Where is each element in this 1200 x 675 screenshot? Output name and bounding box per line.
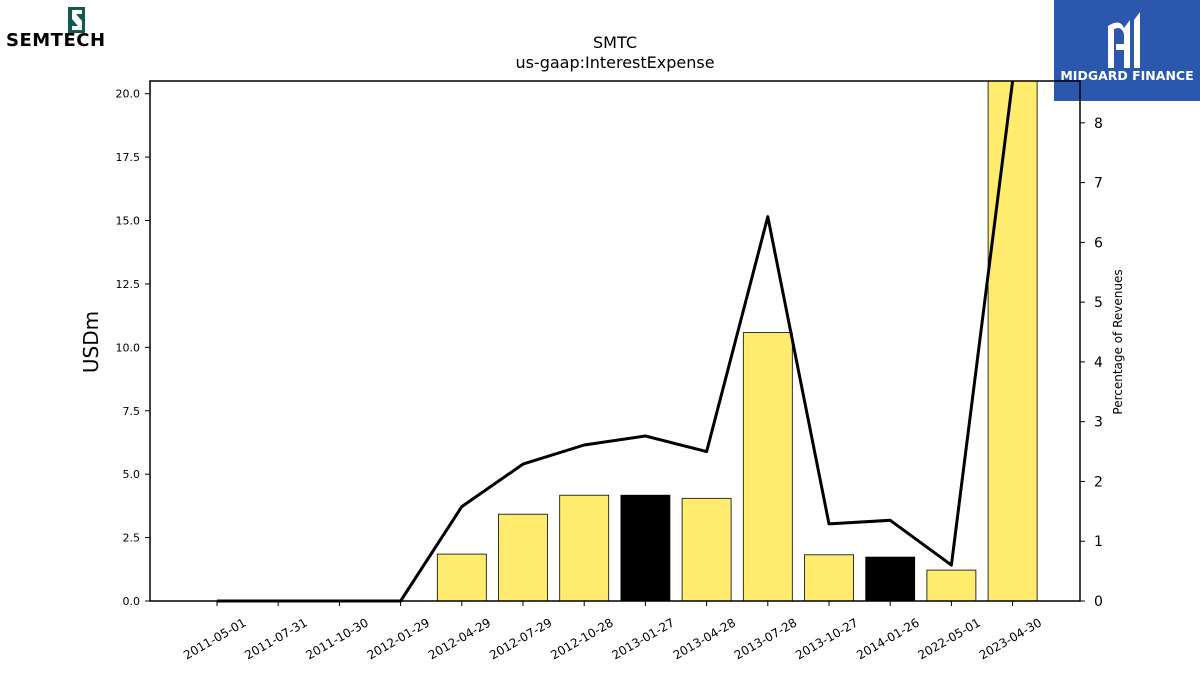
sponsor-logo: MIDGARD FINANCE: [1054, 0, 1200, 101]
x-tick-label: 2011-10-30: [303, 615, 370, 662]
x-tick-label: 2013-07-28: [732, 615, 799, 662]
x-tick-label: 2011-05-01: [181, 615, 248, 662]
y-tick-label: 20.0: [116, 88, 141, 101]
x-tick-label: 2012-01-29: [365, 615, 432, 662]
bar-2022-05-01: [926, 569, 977, 602]
line-layer: [217, 80, 1015, 603]
revenue-percentage-line: [217, 80, 1015, 603]
y2-tick-label: 1: [1094, 534, 1103, 550]
y-tick-label: 5.0: [123, 468, 141, 481]
x-tick-label: 2012-04-29: [426, 615, 493, 662]
y2-tick-label: 6: [1094, 235, 1103, 251]
x-tick-label: 2012-07-29: [487, 615, 554, 662]
company-logo-mark: [68, 7, 85, 33]
y-tick-label: 7.5: [123, 405, 141, 418]
y-tick-label: 15.0: [116, 215, 141, 228]
y2-tick-label: 0: [1094, 594, 1103, 610]
x-tick-label: 2013-04-28: [671, 615, 738, 662]
chart-title: SMTC: [593, 33, 637, 52]
bar-2013-04-28: [681, 497, 732, 602]
x-tick-label: 2012-10-28: [548, 615, 615, 662]
company-wordmark: SEMTECH: [6, 30, 106, 51]
chart-subtitle: us-gaap:InterestExpense: [515, 53, 714, 72]
x-tick-label: 2013-01-27: [609, 615, 676, 662]
y2-tick-label: 3: [1094, 415, 1103, 431]
y-right-axis: 0 1 2 3 4 5 6 7 8: [1080, 116, 1103, 610]
y2-tick-label: 7: [1094, 176, 1103, 192]
bar-2013-01-27: [620, 494, 671, 602]
x-tick-label: 2013-10-27: [793, 615, 860, 662]
bar-2012-07-29: [498, 513, 548, 602]
bar-2013-07-28: [742, 332, 793, 602]
sponsor-logo-mark: [1108, 12, 1140, 68]
y-tick-label: 0.0: [123, 595, 141, 608]
y-tick-label: 10.0: [116, 341, 141, 354]
plot-frame: [149, 80, 1081, 602]
company-logo: SEMTECH: [6, 6, 146, 51]
y2-tick-label: 8: [1094, 116, 1103, 132]
y2-axis-label: Percentage of Revenues: [1111, 269, 1125, 414]
y-tick-label: 17.5: [116, 151, 141, 164]
bar-2012-04-29: [436, 553, 487, 602]
x-tick-label: 2023-04-30: [977, 615, 1044, 662]
bar-2012-10-28: [559, 494, 610, 602]
bar-2013-10-27: [804, 554, 854, 602]
y2-tick-label: 4: [1094, 355, 1103, 371]
sponsor-name: MIDGARD FINANCE: [1060, 68, 1194, 83]
x-axis: 2011-05-012011-07-312011-10-302012-01-29…: [181, 601, 1044, 662]
x-tick-label: 2011-07-31: [242, 615, 309, 662]
x-tick-label: 2014-01-26: [854, 615, 921, 662]
y-tick-label: 2.5: [123, 532, 141, 545]
y2-tick-label: 5: [1094, 295, 1103, 311]
bar-2014-01-26: [865, 556, 916, 602]
x-tick-label: 2022-05-01: [915, 615, 982, 662]
y-left-axis: 0.0 2.5 5.0 7.5 10.0 12.5 15.0 17.5 20.0: [116, 88, 150, 608]
bars-layer: [436, 80, 1038, 602]
y2-tick-label: 2: [1094, 474, 1103, 490]
y-tick-label: 12.5: [116, 278, 141, 291]
bar-2023-04-30: [987, 80, 1038, 602]
y-axis-label: USDm: [79, 311, 103, 373]
